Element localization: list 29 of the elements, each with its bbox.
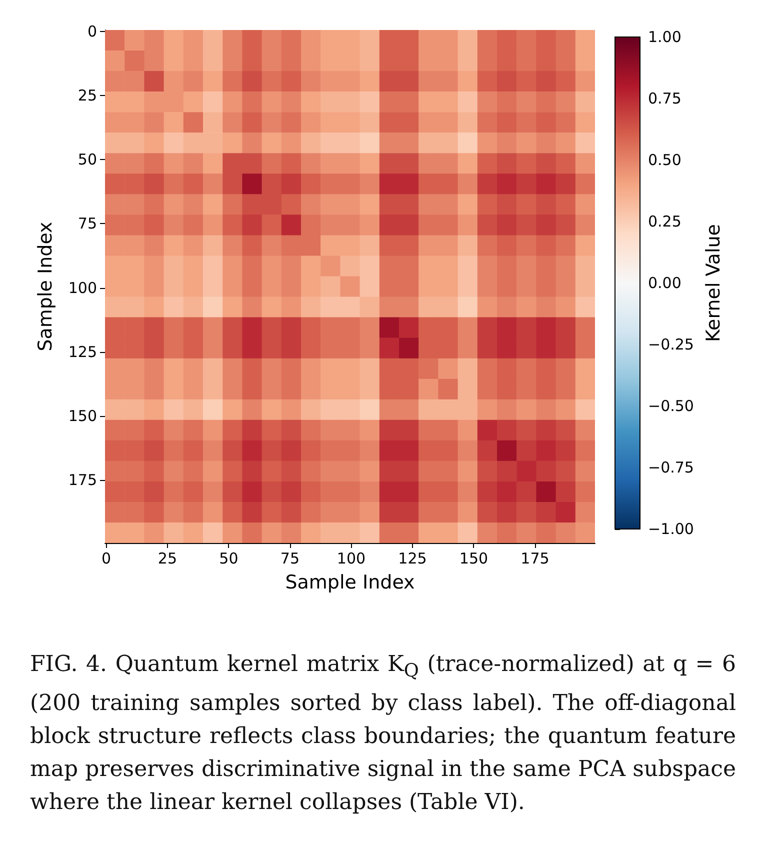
y-tick-label: 0 xyxy=(87,22,97,40)
y-tick-label: 125 xyxy=(68,342,97,361)
x-tick-label: 100 xyxy=(336,550,366,568)
y-tick-label: 75 xyxy=(78,214,97,233)
x-axis-title: Sample Index xyxy=(285,572,415,594)
y-tick-label: 150 xyxy=(68,407,97,426)
y-tick-label: 100 xyxy=(68,278,97,297)
y-tick-label: 175 xyxy=(68,471,97,490)
x-tick-label: 0 xyxy=(101,550,111,568)
color-bar-label: 1.00 xyxy=(648,28,682,46)
y-axis-title: Sample Index xyxy=(34,222,56,352)
color-bar-label: 0.50 xyxy=(648,151,682,169)
color-bar-label: −0.50 xyxy=(648,397,694,415)
x-tick-label: 25 xyxy=(158,550,178,568)
x-tick-label: 75 xyxy=(280,550,300,568)
x-tick-label: 175 xyxy=(520,550,550,568)
y-tick-label: 50 xyxy=(78,150,97,169)
color-bar-label: 0.00 xyxy=(648,274,682,292)
x-tick-label: 125 xyxy=(398,550,427,568)
color-bar-label: 0.75 xyxy=(648,90,682,108)
color-bar-title: Kernel Value xyxy=(702,224,724,342)
y-tick-label: 25 xyxy=(78,86,97,104)
color-bar-label: −0.75 xyxy=(648,458,694,476)
color-bar-label: −0.25 xyxy=(648,336,694,354)
x-tick-label: 150 xyxy=(459,550,488,568)
x-tick-label: 50 xyxy=(219,550,238,568)
color-bar-label: 0.25 xyxy=(648,212,682,230)
caption: FIG. 4. Quantum kernel matrix K$_{Q}$ (trace-normalized) at q = 6 (200 training samples sorted by class label). The off-diagonal block structure reflects class boundaries; the quantum feature map preserves discriminative signal in the same PCA subspace where the linear kernel collapses (Table VI). xyxy=(30,651,736,818)
color-bar-label: −1.00 xyxy=(648,520,694,538)
